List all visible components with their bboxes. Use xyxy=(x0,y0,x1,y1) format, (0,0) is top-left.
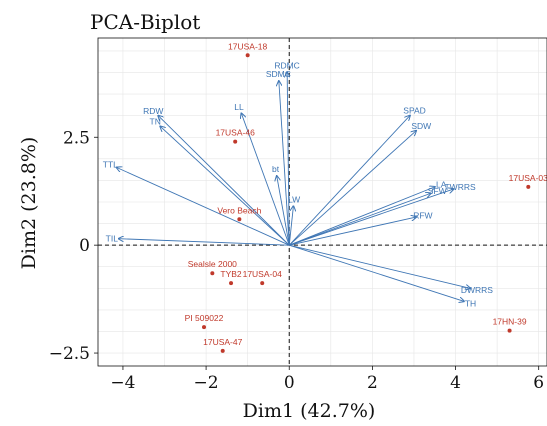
variable-label: TIL xyxy=(106,233,119,243)
individual-label: 17USA-03 xyxy=(509,173,547,183)
x-tick-label: 2 xyxy=(367,373,378,393)
individual-point xyxy=(220,348,225,353)
variable-arrow xyxy=(288,131,416,246)
individual-label: 17USA-18 xyxy=(228,41,267,51)
variable-arrow xyxy=(289,189,453,246)
variable-label: SDW xyxy=(411,121,431,131)
variable-label: LW xyxy=(288,194,300,204)
variable-arrow xyxy=(289,244,470,288)
variable-labels: RDWTNTTLTILLLRDMCSDMCbtLWSPADSDWLATWRRSS… xyxy=(103,61,494,309)
individual-label: 17USA-46 xyxy=(216,128,255,138)
individual-point xyxy=(210,271,215,276)
variable-label: TH xyxy=(465,298,476,308)
individual-point xyxy=(260,281,265,286)
variable-label: RFW xyxy=(413,211,432,221)
variable-arrow xyxy=(241,114,290,246)
variable-label: DWRRS xyxy=(461,285,493,295)
variable-arrow xyxy=(288,116,410,246)
variable-label: TN xyxy=(150,117,161,127)
variable-arrow xyxy=(289,217,416,246)
x-tick-label: 6 xyxy=(533,373,544,393)
x-tick-label: 0 xyxy=(284,373,295,393)
individual-label: Vero Beach xyxy=(217,205,261,215)
x-tick-label: −2 xyxy=(194,373,219,393)
individual-label: 17HN-39 xyxy=(493,317,527,327)
variable-arrow xyxy=(279,81,290,246)
x-axis-ticks: −4 −2 0 2 4 6 xyxy=(110,366,544,393)
individual-label: 17USA-04 xyxy=(243,269,282,279)
x-tick-label: 4 xyxy=(450,373,461,393)
variable-arrow xyxy=(288,206,293,246)
individual-point xyxy=(526,184,531,189)
variable-arrow xyxy=(289,244,464,301)
plot-border xyxy=(97,37,547,367)
individual-point xyxy=(245,53,250,58)
y-tick-label: −2.5 xyxy=(49,344,90,364)
variable-label: LL xyxy=(234,102,244,112)
x-tick-label: −4 xyxy=(110,373,135,393)
individual-label: PI 509022 xyxy=(185,313,224,323)
variable-label: SDMC xyxy=(266,69,291,79)
variable-arrow xyxy=(160,126,290,246)
variable-arrow xyxy=(289,187,435,246)
variable-label: TWRRS xyxy=(444,182,475,192)
reference-lines xyxy=(98,38,547,366)
y-axis-ticks: −2.5 0 2.5 xyxy=(49,128,98,364)
grid xyxy=(98,38,547,366)
y-axis-label: Dim2 (23.8%) xyxy=(18,137,40,270)
variable-arrows xyxy=(117,73,470,302)
variable-label: RDMC xyxy=(274,61,300,71)
variable-label: TTL xyxy=(103,160,118,170)
variable-label: LA xyxy=(436,179,447,189)
individual-point xyxy=(229,281,234,286)
individual-label: 17USA-47 xyxy=(203,337,242,347)
individual-point xyxy=(202,325,207,330)
variable-arrow xyxy=(289,193,430,246)
variable-label: RDW xyxy=(143,106,163,116)
variable-arrow xyxy=(158,116,290,246)
chart-title: PCA-Biplot xyxy=(90,10,200,34)
variable-label: SFW xyxy=(428,186,447,196)
variable-arrow xyxy=(119,239,290,246)
y-tick-label: 0 xyxy=(79,236,90,256)
individual-points xyxy=(202,53,531,353)
individual-label: TYB2 xyxy=(220,269,242,279)
variable-arrow xyxy=(277,176,290,246)
x-axis-label: Dim1 (42.7%) xyxy=(243,400,376,422)
individual-point xyxy=(233,139,238,144)
individual-label: Sealsle 2000 xyxy=(188,259,237,269)
variable-arrow xyxy=(117,167,290,246)
variable-label: SPAD xyxy=(403,106,426,116)
individual-point xyxy=(507,328,512,333)
individual-labels: 17USA-18 17USA-46 17USA-03 Vero Beach Sealsl… xyxy=(185,41,547,347)
individual-point xyxy=(237,217,242,222)
y-tick-label: 2.5 xyxy=(63,128,90,148)
variable-arrow xyxy=(287,73,289,246)
variable-label: bt xyxy=(272,164,280,174)
